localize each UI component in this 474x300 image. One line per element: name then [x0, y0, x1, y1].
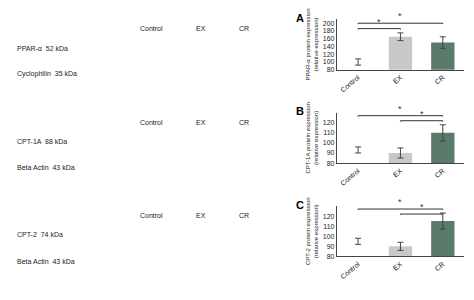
svg-text:*: * [420, 109, 424, 119]
svg-text:*: * [377, 17, 381, 27]
svg-text:CR: CR [433, 167, 445, 179]
svg-text:EX: EX [392, 74, 404, 86]
svg-text:200: 200 [323, 20, 335, 27]
svg-text:140: 140 [323, 43, 335, 50]
svg-text:110: 110 [323, 223, 334, 230]
svg-text:80: 80 [327, 160, 335, 167]
svg-text:PPAR-α protein expression(rela: PPAR-α protein expression(relative expre… [305, 9, 319, 81]
svg-text:Beta Actin 43 kDa: Beta Actin 43 kDa [17, 164, 75, 171]
svg-text:CPT-2 protein expression(relat: CPT-2 protein expression(relative expres… [305, 197, 319, 265]
svg-text:Beta Actin 43 kDa: Beta Actin 43 kDa [17, 258, 75, 265]
svg-text:EX: EX [196, 25, 206, 32]
svg-text:100: 100 [323, 233, 335, 240]
svg-text:EX: EX [196, 212, 206, 219]
svg-text:*: * [398, 11, 402, 21]
svg-text:CPT-1A protein expression(rela: CPT-1A protein expression(relative expre… [305, 102, 319, 173]
svg-text:CR: CR [239, 25, 249, 32]
svg-text:PPAR-α 52 kDa: PPAR-α 52 kDa [17, 45, 68, 52]
svg-text:*: * [398, 197, 402, 207]
svg-text:EX: EX [196, 119, 206, 126]
svg-text:CR: CR [433, 260, 445, 272]
svg-text:120: 120 [323, 119, 335, 126]
svg-text:*: * [398, 104, 402, 114]
svg-text:Control: Control [140, 25, 163, 32]
svg-text:110: 110 [323, 129, 334, 136]
svg-text:CR: CR [239, 119, 249, 126]
svg-text:120: 120 [323, 213, 335, 220]
svg-text:A: A [296, 12, 304, 24]
svg-text:120: 120 [323, 51, 335, 58]
svg-text:CPT-1A 88 kDa: CPT-1A 88 kDa [17, 138, 67, 145]
svg-text:CR: CR [239, 212, 249, 219]
svg-text:CPT-2 74 kDa: CPT-2 74 kDa [17, 231, 63, 238]
svg-text:Control: Control [140, 212, 163, 219]
svg-text:90: 90 [327, 149, 335, 156]
svg-text:Control: Control [339, 167, 361, 187]
svg-text:100: 100 [323, 139, 335, 146]
svg-text:180: 180 [323, 27, 335, 34]
svg-text:Control: Control [140, 119, 163, 126]
svg-text:*: * [420, 202, 424, 212]
svg-text:EX: EX [392, 260, 404, 272]
svg-text:100: 100 [323, 58, 335, 65]
svg-text:Cyclophilin 35 kDa: Cyclophilin 35 kDa [17, 70, 77, 78]
svg-text:80: 80 [327, 66, 335, 73]
svg-text:Control: Control [339, 260, 361, 280]
svg-text:160: 160 [323, 35, 335, 42]
svg-text:CR: CR [433, 74, 445, 86]
svg-text:EX: EX [392, 167, 404, 179]
svg-text:B: B [296, 105, 304, 117]
svg-text:80: 80 [327, 253, 335, 260]
svg-text:C: C [296, 199, 304, 211]
svg-text:90: 90 [327, 243, 335, 250]
svg-text:Control: Control [339, 73, 361, 93]
